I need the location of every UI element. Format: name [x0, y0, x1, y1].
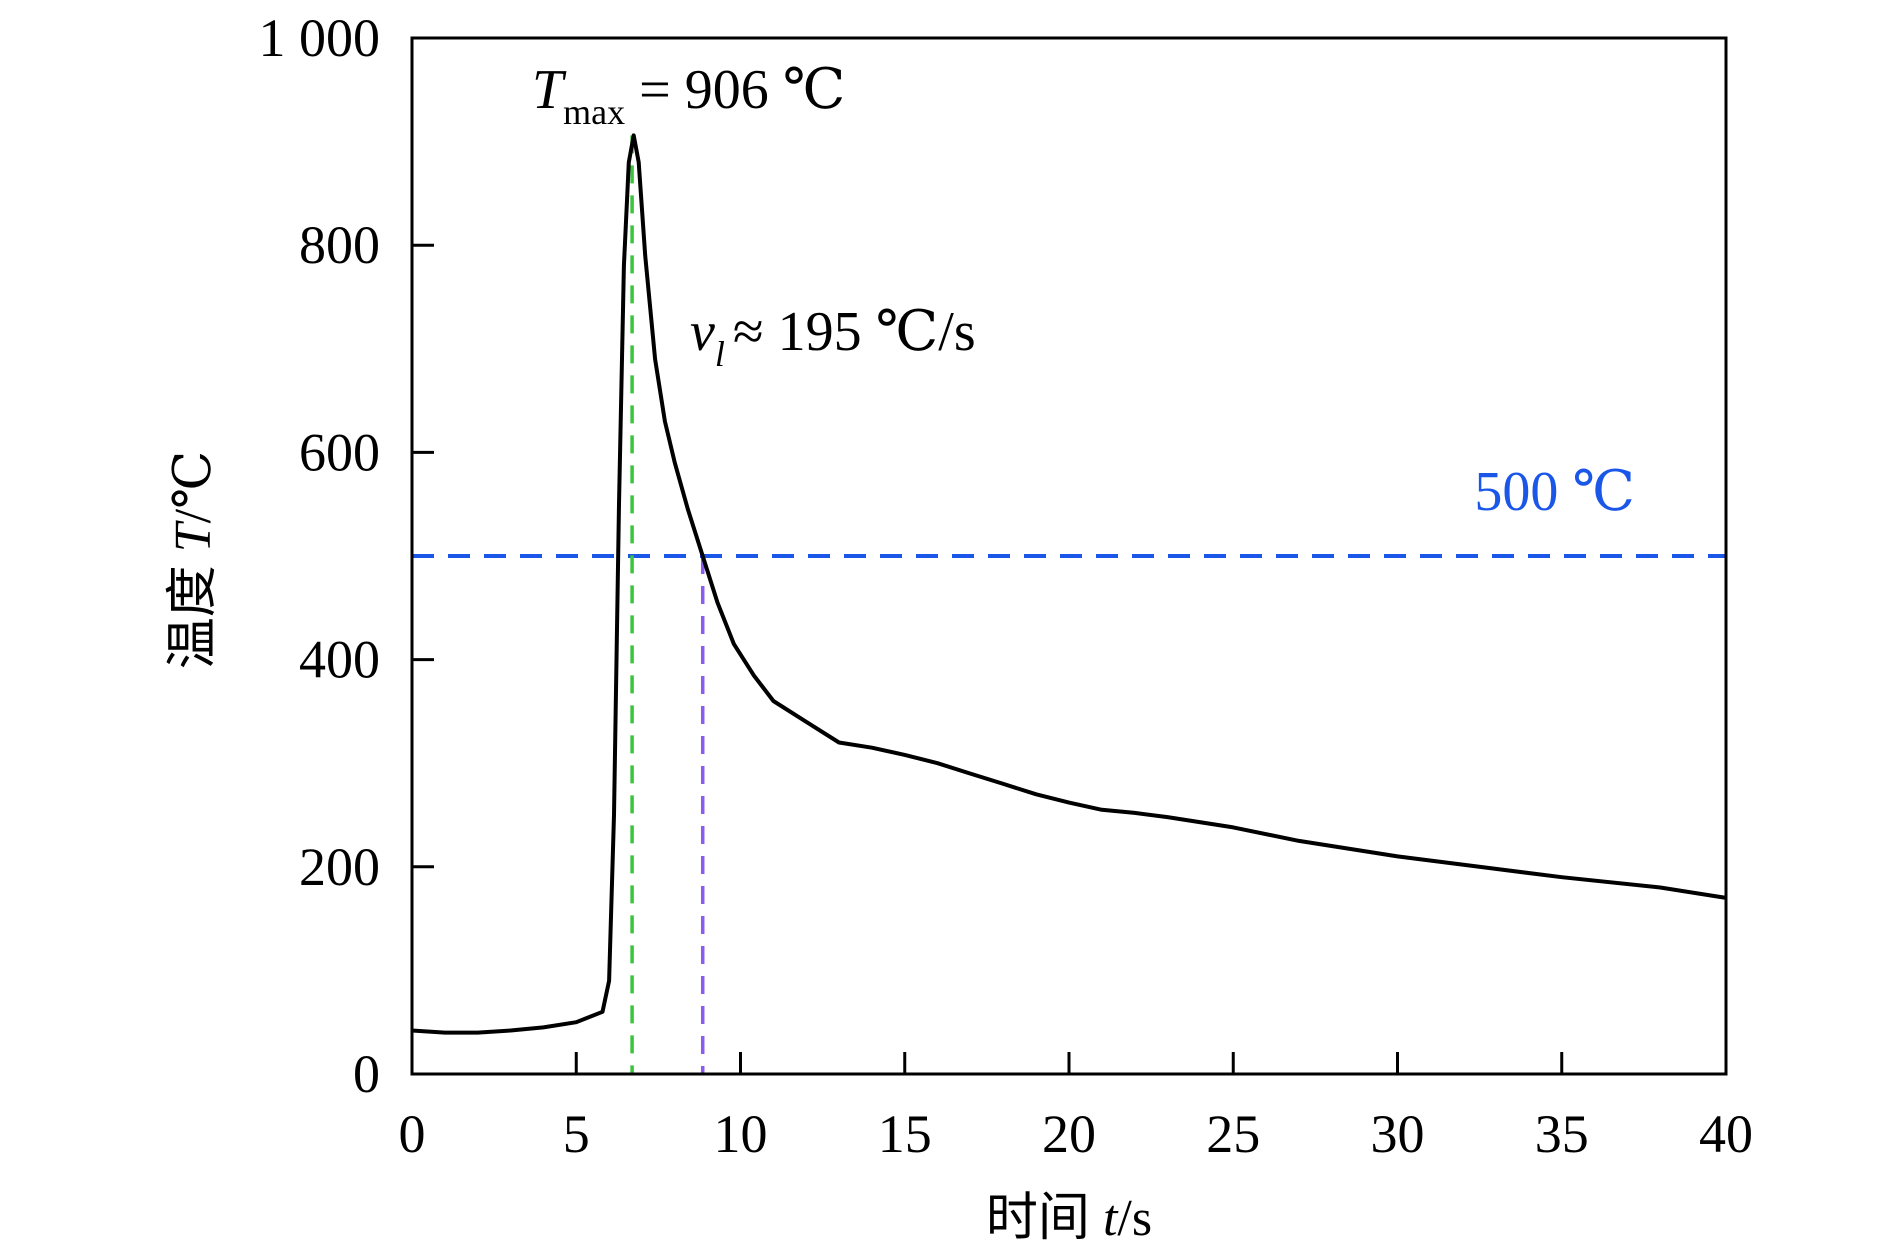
- x-axis-label-cn: 时间: [986, 1190, 1090, 1247]
- y-axis-label: 温度 T/℃: [165, 451, 222, 670]
- tmax-sub: max: [563, 92, 625, 132]
- x-tick-label: 30: [1371, 1104, 1425, 1164]
- threshold-label: 500 ℃: [1474, 461, 1635, 523]
- x-tick-label: 35: [1535, 1104, 1589, 1164]
- y-tick-label: 400: [299, 630, 380, 690]
- tmax-T: T: [532, 59, 567, 121]
- x-tick-label: 40: [1699, 1104, 1753, 1164]
- rate-sub: l: [715, 334, 725, 374]
- y-tick-label: 200: [299, 837, 380, 897]
- rate-v: v: [690, 301, 715, 363]
- tmax-value: = 906 ℃: [625, 59, 845, 121]
- x-tick-label: 5: [563, 1104, 590, 1164]
- y-tick-label: 800: [299, 215, 380, 275]
- cooling-rate-annotation: vl ≈ 195 ℃/s: [690, 301, 976, 374]
- y-tick-label: 0: [353, 1044, 380, 1104]
- x-axis-label-var: t: [1103, 1190, 1119, 1247]
- x-tick-label: 25: [1206, 1104, 1260, 1164]
- x-axis-label: 时间 t/s: [986, 1190, 1152, 1247]
- reference-lines: [412, 135, 1726, 1074]
- x-axis-label-unit: /s: [1117, 1190, 1152, 1247]
- temperature-curve: [411, 133, 1727, 1035]
- x-axis-ticks: 0 5 10 15 20 25 30 35 40: [399, 1052, 1753, 1164]
- x-tick-label: 0: [399, 1104, 426, 1164]
- y-axis-label-cn: 温度: [165, 565, 222, 669]
- x-tick-label: 20: [1042, 1104, 1096, 1164]
- y-tick-label: 600: [299, 422, 380, 482]
- y-axis-label-unit: /℃: [165, 451, 222, 524]
- y-axis-ticks: 0 200 400 600 800 1 000: [259, 8, 434, 1104]
- rate-value: ≈ 195 ℃/s: [733, 301, 976, 363]
- tmax-annotation: Tmax = 906 ℃: [532, 59, 845, 132]
- x-tick-label: 10: [714, 1104, 768, 1164]
- y-axis-label-var: T: [165, 520, 222, 552]
- x-tick-label: 15: [878, 1104, 932, 1164]
- y-tick-label: 1 000: [259, 8, 381, 68]
